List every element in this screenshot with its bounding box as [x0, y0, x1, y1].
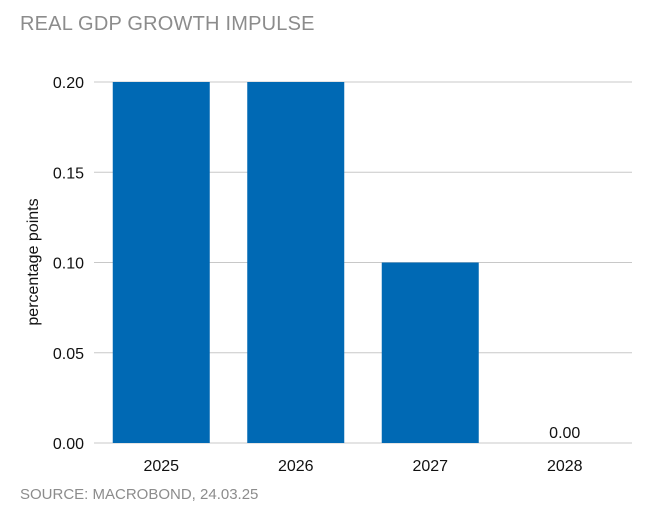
bar-2027 [381, 262, 479, 443]
x-axis: 2025 2026 2027 2028 [143, 458, 582, 475]
y-tick-label: 0.05 [53, 346, 84, 363]
gridlines [94, 81, 632, 444]
x-tick-label: 2027 [412, 458, 448, 475]
y-axis: 0.00 0.05 0.10 0.15 0.20 [53, 75, 84, 453]
data-label-2028: 0.00 [549, 425, 580, 442]
y-tick-label: 0.10 [53, 256, 84, 273]
bar-2025 [112, 82, 210, 443]
y-tick-label: 0.20 [53, 75, 84, 92]
x-tick-label: 2028 [547, 458, 583, 475]
chart-source: SOURCE: MACROBOND, 24.03.25 [20, 486, 259, 503]
y-tick-label: 0.00 [53, 436, 84, 453]
data-labels: 0.00 [549, 425, 580, 442]
chart-title: REAL GDP GROWTH IMPULSE [20, 13, 315, 35]
bar-2026 [247, 82, 345, 443]
bars [112, 82, 479, 443]
y-axis-title: percentage points [25, 198, 42, 325]
x-tick-label: 2025 [143, 458, 179, 475]
x-tick-label: 2026 [278, 458, 314, 475]
y-tick-label: 0.15 [53, 165, 84, 182]
